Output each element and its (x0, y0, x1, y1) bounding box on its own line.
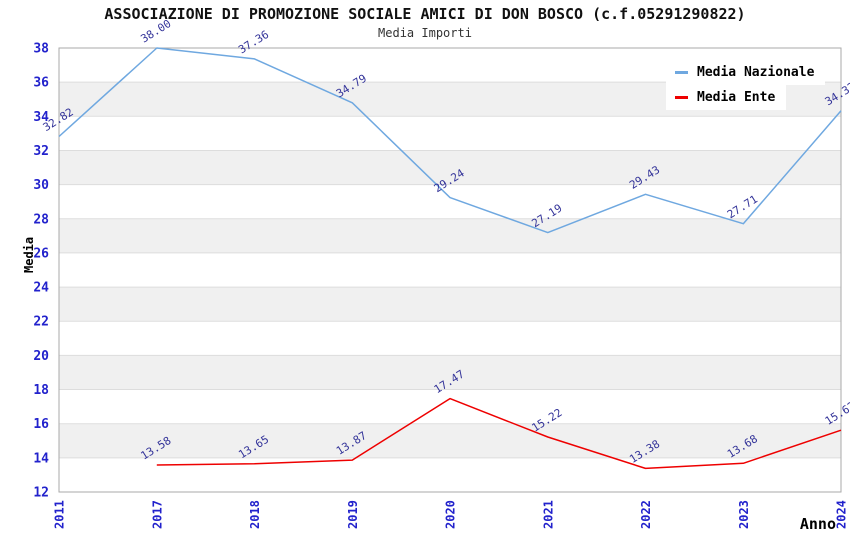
x-tick-label: 2019 (346, 500, 360, 529)
y-tick-label: 36 (33, 76, 49, 91)
plot-border (58, 47, 842, 493)
legend-item: Media Ente (666, 85, 787, 110)
x-tick-label: 2021 (541, 500, 555, 529)
x-tick-label: 2024 (835, 500, 849, 529)
y-tick-label: 20 (33, 349, 49, 364)
plot-band (59, 218, 841, 253)
y-tick-label: 38 (33, 42, 49, 57)
chart-subtitle: Media Importi (378, 26, 472, 40)
x-tick-label: 2020 (444, 500, 458, 529)
legend-item: Media Nazionale (666, 60, 826, 85)
plot-band (59, 116, 841, 151)
plot-band (59, 321, 841, 356)
plot-band (59, 423, 841, 458)
y-tick-label: 34 (33, 110, 49, 125)
y-tick-label: 24 (33, 281, 49, 296)
y-tick-label: 12 (33, 486, 49, 501)
y-tick-label: 22 (33, 315, 49, 330)
x-tick-label: 2018 (248, 500, 262, 529)
x-tick-label: 2022 (639, 500, 653, 529)
plot-band (59, 457, 841, 492)
data-label: 38.00 (139, 17, 174, 46)
plot-band (59, 184, 841, 219)
y-tick-label: 30 (33, 178, 49, 193)
y-tick-label: 18 (33, 383, 49, 398)
plot-band (59, 287, 841, 322)
legend: Media Nazionale Media Ente (666, 60, 826, 110)
x-axis-title: Anno (800, 515, 836, 533)
series-line-media-nazionale (58, 47, 842, 234)
y-axis-title: Media (22, 237, 36, 273)
series-line-media-ente (156, 397, 842, 470)
legend-label: Media Nazionale (697, 65, 815, 80)
plot-band (59, 389, 841, 424)
plot-band (59, 355, 841, 390)
y-tick-label: 32 (33, 144, 49, 159)
x-tick-label: 2011 (53, 500, 67, 529)
x-tick-label: 2023 (737, 500, 751, 529)
y-tick-label: 14 (33, 451, 49, 466)
legend-line-swatch (675, 96, 688, 99)
x-tick-label: 2017 (150, 500, 164, 529)
legend-line-swatch (675, 71, 688, 74)
plot-band (59, 150, 841, 185)
y-tick-label: 26 (33, 246, 49, 261)
legend-label: Media Ente (697, 90, 776, 105)
plot-band (59, 252, 841, 288)
y-tick-label: 28 (33, 212, 49, 227)
chart-title: ASSOCIAZIONE DI PROMOZIONE SOCIALE AMICI… (104, 5, 746, 23)
y-tick-label: 16 (33, 417, 49, 432)
